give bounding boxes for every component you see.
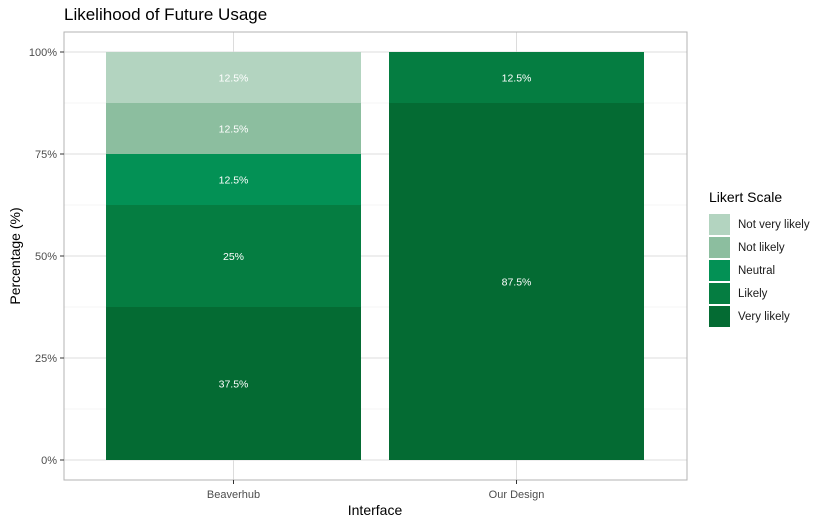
legend-item: Very likely xyxy=(709,305,810,328)
bar-segment-not-very-likely xyxy=(106,52,361,103)
y-tick-label: 100% xyxy=(29,47,57,59)
y-tick-label: 50% xyxy=(35,251,57,263)
legend-label: Not very likely xyxy=(738,218,810,231)
legend-item: Neutral xyxy=(709,259,810,282)
legend-key xyxy=(709,260,730,281)
x-tick-label: Beaverhub xyxy=(207,489,260,501)
legend-key xyxy=(709,214,730,235)
data-label: 87.5% xyxy=(502,277,532,289)
legend-label: Neutral xyxy=(738,264,776,277)
chart-title: Likelihood of Future Usage xyxy=(64,5,268,24)
bar-segment-very-likely xyxy=(106,307,361,460)
data-label: 12.5% xyxy=(219,73,249,85)
x-axis-title: Interface xyxy=(347,502,403,518)
legend-label: Very likely xyxy=(738,310,790,323)
bar-segment-very-likely xyxy=(389,103,644,460)
legend-label: Likely xyxy=(738,287,768,300)
bar-segment-neutral xyxy=(106,154,361,205)
legend-label: Not likely xyxy=(738,241,785,254)
bar-segment-top xyxy=(389,52,644,103)
legend-key xyxy=(709,283,730,304)
legend-items: Not very likely Not likely Neutral Likely Ve… xyxy=(709,213,810,328)
y-tick-label: 25% xyxy=(35,353,57,365)
legend-title: Likert Scale xyxy=(709,189,783,205)
legend-item: Likely xyxy=(709,282,810,305)
legend-item: Not very likely xyxy=(709,213,810,236)
legend-key xyxy=(709,306,730,327)
data-label: 37.5% xyxy=(219,379,249,391)
data-label: 25% xyxy=(223,251,244,263)
data-label: 12.5% xyxy=(502,73,532,85)
legend-key xyxy=(709,237,730,258)
y-tick-label: 75% xyxy=(35,149,57,161)
legend: Likert Scale Not very likely Not likely Ne… xyxy=(709,189,810,328)
legend-item: Not likely xyxy=(709,236,810,259)
bar-segment-likely xyxy=(106,205,361,307)
y-tick-label: 0% xyxy=(41,455,57,467)
data-label: 12.5% xyxy=(219,175,249,187)
bar-segment-not-likely xyxy=(106,103,361,154)
data-label: 12.5% xyxy=(219,124,249,136)
x-tick-label: Our Design xyxy=(489,489,545,501)
